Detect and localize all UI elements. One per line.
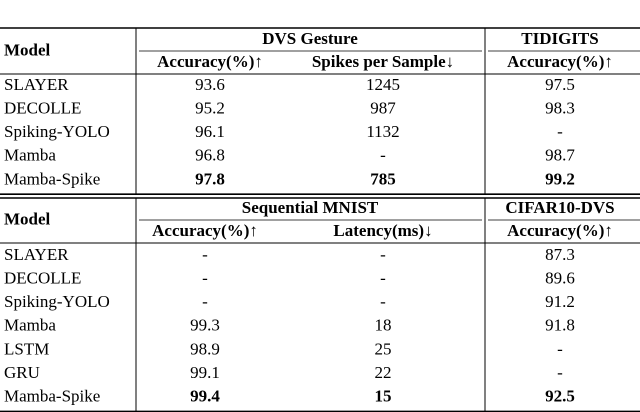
cell: 96.8	[195, 146, 225, 165]
cell: 92.5	[545, 387, 575, 406]
cell: 15	[375, 387, 392, 406]
model-name: DECOLLE	[4, 99, 81, 118]
cell: -	[557, 363, 563, 382]
model-name: SLAYER	[4, 245, 69, 264]
cell: 98.9	[190, 339, 220, 358]
cell: 95.2	[195, 99, 225, 118]
cell: 99.1	[190, 363, 220, 382]
header-model: Model	[4, 40, 51, 59]
model-name: SLAYER	[4, 75, 69, 94]
group-header: Sequential MNIST	[242, 198, 379, 217]
cell: 91.8	[545, 316, 575, 335]
model-name: Mamba-Spike	[4, 387, 100, 406]
group-header: CIFAR10-DVS	[505, 198, 614, 217]
group-header: TIDIGITS	[521, 29, 598, 48]
cell: 1245	[366, 75, 400, 94]
column-header: Accuracy(%)↑	[157, 52, 263, 71]
column-header: Spikes per Sample↓	[312, 52, 454, 71]
cell: 87.3	[545, 245, 575, 264]
cell: 99.2	[545, 169, 575, 188]
cell: -	[202, 292, 208, 311]
cell: 25	[375, 339, 392, 358]
cell: -	[380, 146, 386, 165]
model-name: Mamba	[4, 316, 56, 335]
cell: 91.2	[545, 292, 575, 311]
cell: 97.8	[195, 169, 225, 188]
cell: -	[380, 269, 386, 288]
column-header: Accuracy(%)↑	[152, 221, 258, 240]
cell: 97.5	[545, 75, 575, 94]
cell: 93.6	[195, 75, 225, 94]
cell: 96.1	[195, 122, 225, 141]
column-header: Accuracy(%)↑	[507, 52, 613, 71]
model-name: Spiking-YOLO	[4, 122, 110, 141]
model-name: LSTM	[4, 339, 49, 358]
cell: 99.3	[190, 316, 220, 335]
cell: 99.4	[190, 387, 220, 406]
model-name: GRU	[4, 363, 40, 382]
header-model: Model	[4, 209, 51, 228]
group-header: DVS Gesture	[262, 29, 358, 48]
cell: 987	[370, 99, 396, 118]
model-name: DECOLLE	[4, 269, 81, 288]
cell: -	[557, 122, 563, 141]
cell: -	[557, 339, 563, 358]
cell: -	[380, 245, 386, 264]
column-header: Accuracy(%)↑	[507, 221, 613, 240]
cell: 1132	[366, 122, 399, 141]
model-name: Mamba-Spike	[4, 169, 100, 188]
model-name: Mamba	[4, 146, 56, 165]
cell: -	[202, 269, 208, 288]
cell: -	[202, 245, 208, 264]
cell: 18	[375, 316, 392, 335]
cell: 98.3	[545, 99, 575, 118]
cell: 22	[375, 363, 392, 382]
cell: 98.7	[545, 146, 575, 165]
model-name: Spiking-YOLO	[4, 292, 110, 311]
cell: 89.6	[545, 269, 575, 288]
cell: 785	[370, 169, 396, 188]
column-header: Latency(ms)↓	[333, 221, 432, 240]
cell: -	[380, 292, 386, 311]
